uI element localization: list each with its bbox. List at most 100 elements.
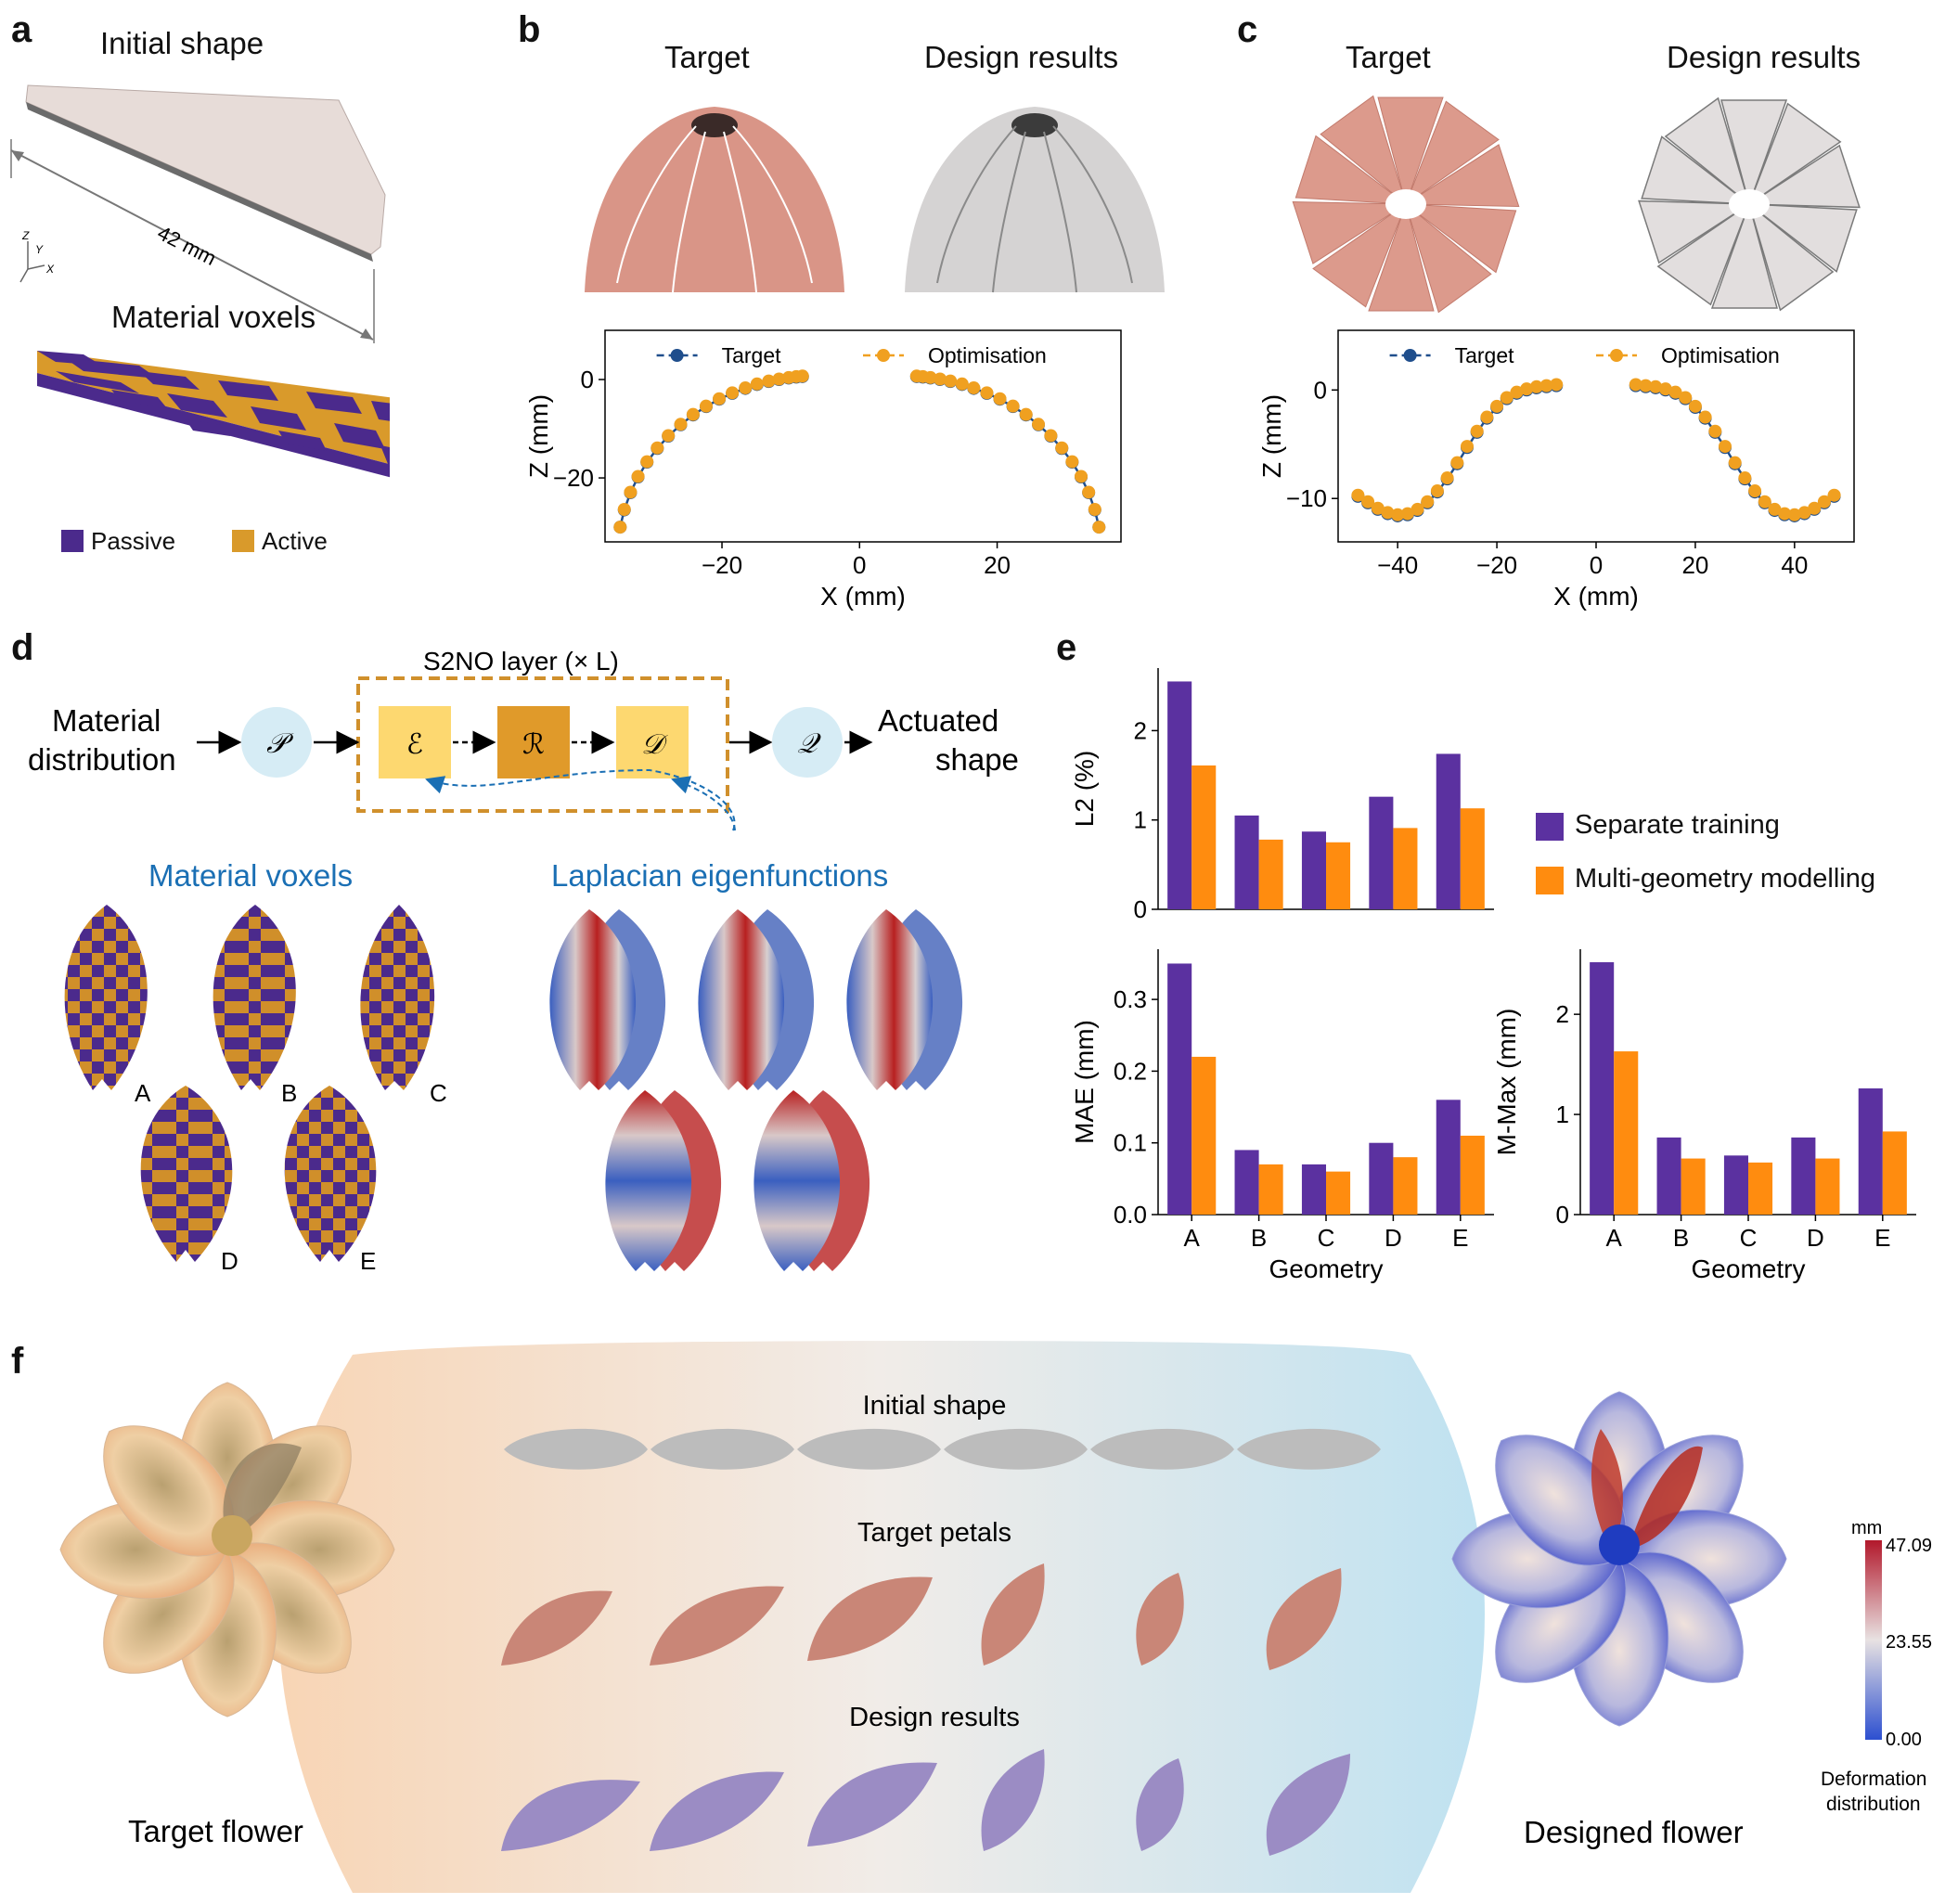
optimisation-point — [640, 455, 654, 469]
operator-d — [616, 706, 689, 778]
panel-e-mmax-chart: 0 1 2 M-Max (mm) A B C D E Geometry — [1492, 949, 1916, 1283]
voxel-leaf-a — [64, 905, 148, 1090]
optimisation-point — [1808, 501, 1822, 515]
bar-separate — [1590, 962, 1615, 1215]
optimisation-point — [993, 392, 1007, 405]
panel-c-design-title: Design results — [1667, 40, 1861, 74]
legend-separate-swatch — [1536, 813, 1564, 841]
eigenfunction-arrow-e — [425, 768, 736, 831]
optimisation-point — [1539, 379, 1553, 392]
optimisation-point — [1520, 382, 1534, 396]
y-axis-label: MAE (mm) — [1070, 1020, 1099, 1144]
target-petal-ring — [1292, 95, 1520, 314]
bar-separate — [1369, 796, 1394, 909]
bar-multi — [1815, 1158, 1840, 1215]
optimisation-point — [772, 372, 786, 386]
optimisation-point — [1461, 440, 1474, 454]
legend-separate-label: Separate training — [1575, 810, 1780, 840]
bar-multi — [1748, 1162, 1773, 1215]
optimisation-point — [1065, 455, 1079, 469]
optimisation-point — [1391, 508, 1405, 521]
bar-separate — [1436, 753, 1461, 909]
bar-multi — [1460, 808, 1485, 909]
voxel-leaf-e — [284, 1086, 377, 1262]
panel-label-a: a — [11, 9, 32, 50]
y-axis-label: L2 (%) — [1070, 751, 1099, 827]
target-series-line — [1357, 384, 1557, 518]
optimisation-point — [1698, 410, 1712, 424]
bar-separate — [1791, 1137, 1816, 1215]
legend-optim-label: Optimisation — [1661, 343, 1780, 367]
optimisation-point — [1550, 378, 1564, 392]
eigen-leaf-3 — [846, 909, 963, 1090]
optimisation-point — [1351, 488, 1365, 502]
eigen-leaf-1 — [549, 909, 666, 1090]
panel-e-mae-chart: 0.0 0.1 0.2 0.3 MAE (mm) A B C D E Geometry — [1070, 949, 1494, 1283]
actuated-shape-line1: Actuated — [878, 703, 998, 738]
optimisation-point — [1500, 391, 1513, 405]
optimisation-point — [1055, 441, 1069, 455]
colorbar-min: 0.00 — [1886, 1730, 1922, 1750]
voxel-leaf-c — [360, 905, 435, 1090]
x-axis-label: Geometry — [1692, 1254, 1806, 1283]
colorbar-mid: 23.55 — [1886, 1632, 1932, 1653]
x-tick-label: −20 — [702, 551, 742, 579]
panel-label-b: b — [518, 9, 541, 50]
optimisation-point — [980, 386, 994, 400]
optimisation-point — [699, 399, 713, 413]
optimisation-point — [795, 369, 809, 383]
y-tick-label: 0.2 — [1114, 1057, 1147, 1085]
target-petals-row — [501, 1563, 1342, 1670]
x-tick-label: E — [1452, 1224, 1468, 1252]
initial-shape-row-label: Initial shape — [863, 1391, 1007, 1421]
material-distribution-line1: Material — [52, 703, 161, 738]
x-tick-label: B — [1673, 1224, 1689, 1252]
optimisation-point — [1032, 418, 1046, 431]
optimisation-point — [1361, 495, 1375, 508]
y-tick-label: 0.3 — [1114, 985, 1147, 1013]
optimisation-point — [624, 485, 638, 499]
panel-label-f: f — [11, 1341, 24, 1382]
optimisation-point — [1738, 471, 1752, 485]
optimisation-point — [1778, 507, 1792, 521]
x-axis-label: X (mm) — [1553, 582, 1639, 611]
y-tick-label: 2 — [1556, 1000, 1569, 1028]
x-tick-label: C — [1740, 1224, 1758, 1252]
optimisation-point — [1082, 485, 1096, 499]
bar-multi — [1882, 1131, 1907, 1215]
optimisation-point — [1088, 503, 1101, 517]
x-tick-label: B — [1251, 1224, 1267, 1252]
dimension-arrow — [10, 149, 374, 341]
material-voxels-heading: Material voxels — [148, 858, 354, 893]
optimisation-point — [1649, 380, 1663, 393]
voxel-slab — [37, 351, 390, 478]
bar-multi — [1326, 842, 1351, 909]
optimisation-point — [1817, 495, 1831, 508]
bar-separate — [1656, 1137, 1681, 1215]
initial-shape-row — [504, 1428, 1381, 1470]
bar-separate — [1167, 963, 1192, 1215]
panel-label-d: d — [11, 627, 34, 668]
design-results-row — [501, 1749, 1350, 1856]
optimisation-point — [1679, 391, 1693, 405]
bar-separate — [1234, 815, 1259, 909]
material-distribution-line2: distribution — [28, 742, 176, 777]
leaf-label-c: C — [430, 1079, 447, 1107]
y-tick-label: 1 — [1556, 1100, 1569, 1128]
y-tick-label: 2 — [1134, 716, 1147, 744]
x-tick-label: −40 — [1377, 551, 1418, 579]
legend-active-swatch — [232, 530, 254, 552]
panel-c-petal-rings — [1292, 95, 1861, 314]
optimisation-point — [750, 377, 764, 391]
optimisation-point — [1719, 440, 1732, 454]
y-axis-label: Z (mm) — [524, 394, 553, 478]
leaf-label-b: B — [281, 1079, 297, 1107]
x-tick-label: 20 — [984, 551, 1011, 579]
bar-multi — [1681, 1158, 1706, 1215]
axis-y-label: Y — [35, 243, 44, 256]
plot-frame — [604, 329, 1122, 543]
x-tick-label: E — [1874, 1224, 1890, 1252]
bar-separate — [1723, 1155, 1748, 1215]
optimisation-point — [1410, 502, 1424, 516]
legend-target-marker — [1403, 349, 1417, 362]
